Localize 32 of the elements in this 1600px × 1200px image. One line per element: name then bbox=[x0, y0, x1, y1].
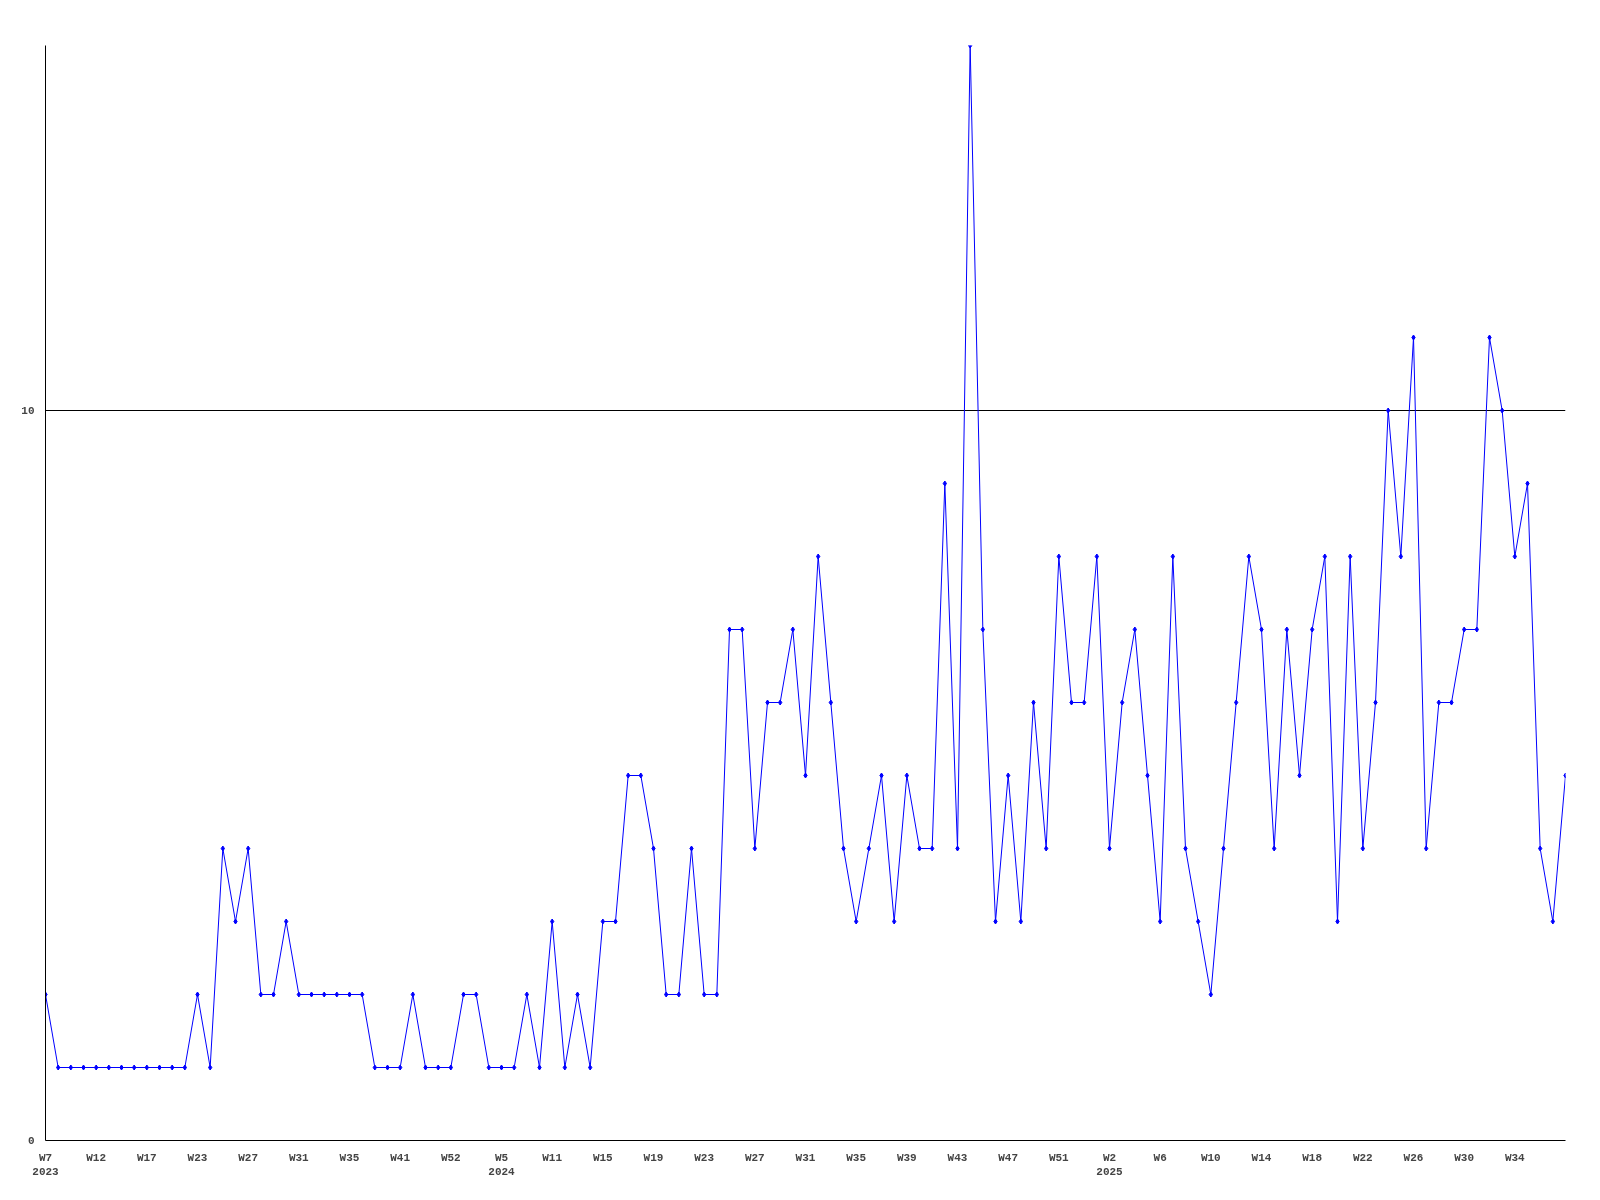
y-tick-label: 0 bbox=[27, 1135, 35, 1147]
x-tick-label: W35 bbox=[339, 1151, 360, 1164]
y-tick-label: 10 bbox=[21, 405, 35, 417]
x-tick-label: W39 bbox=[896, 1151, 917, 1164]
x-tick-label: W2 2025 bbox=[1096, 1151, 1124, 1178]
x-tick-label: W31 bbox=[795, 1151, 816, 1164]
x-tick-label: W30 bbox=[1454, 1151, 1475, 1164]
x-tick-label: W52 bbox=[440, 1151, 461, 1164]
x-tick-label: W41 bbox=[390, 1151, 411, 1164]
x-tick-label: W31 bbox=[288, 1151, 310, 1164]
x-tick-label: W19 bbox=[643, 1151, 664, 1164]
x-tick-label: W17 bbox=[136, 1151, 157, 1164]
x-tick-label: W43 bbox=[947, 1151, 968, 1164]
x-tick-label: W11 bbox=[542, 1151, 563, 1164]
x-tick-label: W12 bbox=[86, 1151, 107, 1164]
x-tick-label: W23 bbox=[694, 1151, 715, 1164]
x-tick-label: W27 bbox=[238, 1151, 259, 1164]
x-tick-label: W26 bbox=[1403, 1151, 1424, 1164]
x-tick-label: W15 bbox=[592, 1151, 614, 1164]
x-tick-label: W34 bbox=[1504, 1151, 1526, 1164]
x-tick-label: W51 bbox=[1048, 1151, 1070, 1164]
x-tick-label: W22 bbox=[1352, 1151, 1373, 1164]
x-tick-label: W5 2024 bbox=[488, 1151, 516, 1178]
x-tick-label: W23 bbox=[187, 1151, 208, 1164]
x-tick-label: W7 2023 bbox=[32, 1151, 60, 1178]
x-tick-label: W47 bbox=[998, 1151, 1019, 1164]
x-tick-label: W14 bbox=[1251, 1151, 1272, 1164]
x-tick-label: W10 bbox=[1200, 1151, 1221, 1164]
x-tick-label: W27 bbox=[744, 1151, 765, 1164]
x-tick-label: W18 bbox=[1302, 1151, 1323, 1164]
x-tick-label: W6 bbox=[1153, 1151, 1167, 1164]
x-tick-label: W35 bbox=[846, 1151, 867, 1164]
